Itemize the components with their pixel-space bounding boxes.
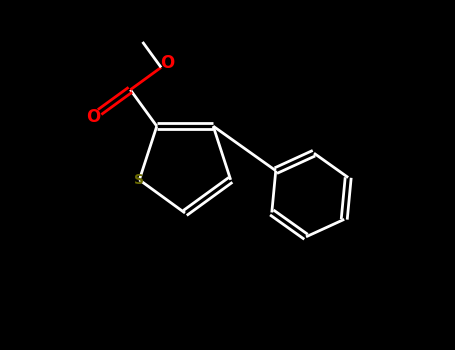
Text: O: O xyxy=(161,54,175,72)
Text: O: O xyxy=(86,108,100,126)
Text: S: S xyxy=(134,173,144,187)
